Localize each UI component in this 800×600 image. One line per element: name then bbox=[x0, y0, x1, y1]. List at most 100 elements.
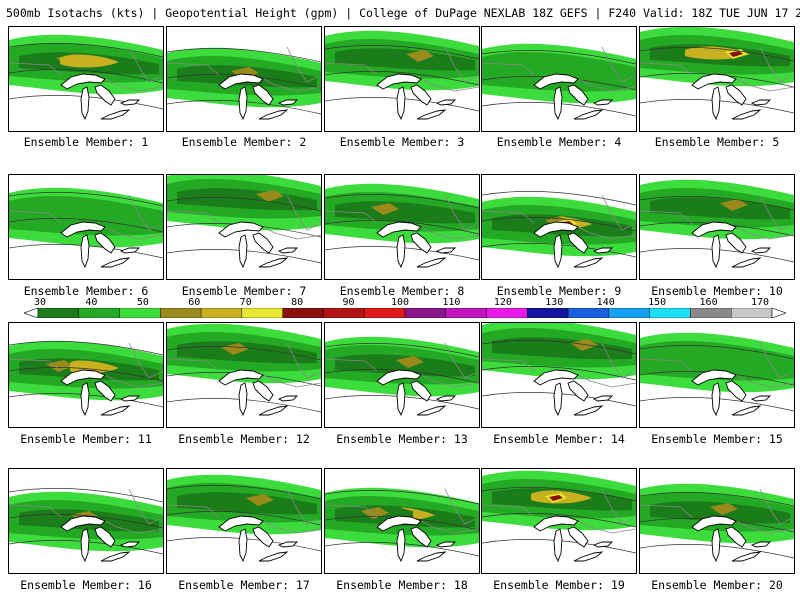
ensemble-map-panel bbox=[166, 26, 322, 132]
isotach-map bbox=[167, 474, 321, 563]
great-lake-outline bbox=[711, 86, 721, 121]
colorbar-segment bbox=[37, 308, 79, 318]
political-border bbox=[601, 488, 633, 525]
ensemble-member-label: Ensemble Member: 10 bbox=[651, 284, 783, 298]
great-lake-outline bbox=[252, 526, 274, 548]
political-border bbox=[759, 46, 791, 83]
colorbar-tick-label: 120 bbox=[493, 297, 512, 308]
height-contour bbox=[167, 197, 321, 212]
isotach-fill bbox=[177, 341, 317, 364]
great-lake-outline bbox=[435, 247, 457, 254]
great-lake-outline bbox=[258, 551, 289, 562]
great-lake-outline bbox=[416, 405, 447, 416]
colorbar-segment bbox=[323, 308, 365, 318]
great-lake-outline bbox=[410, 526, 432, 548]
political-border bbox=[482, 210, 636, 240]
great-lake-outline bbox=[410, 232, 432, 254]
great-lake-outline bbox=[553, 234, 563, 269]
great-lake-outline bbox=[691, 515, 737, 532]
great-lake-outline bbox=[435, 541, 457, 548]
great-lake-outline bbox=[100, 109, 131, 120]
political-border bbox=[640, 62, 794, 92]
great-lake-outline bbox=[218, 515, 264, 532]
colorbar-segment bbox=[486, 308, 528, 318]
height-contour bbox=[167, 346, 321, 361]
ensemble-member-label: Ensemble Member: 19 bbox=[493, 578, 625, 592]
political-border bbox=[286, 488, 318, 525]
isotach-fill bbox=[401, 507, 435, 521]
colorbar-tick-label: 30 bbox=[33, 297, 47, 308]
great-lake-outline bbox=[416, 257, 447, 268]
colorbar-segment bbox=[649, 308, 691, 318]
isotach-map bbox=[325, 336, 479, 417]
height-contour bbox=[325, 220, 479, 235]
great-lake-outline bbox=[592, 395, 614, 402]
colorbar-segment bbox=[608, 308, 650, 318]
great-lake-outline bbox=[750, 99, 772, 106]
political-border bbox=[167, 210, 321, 240]
height-contour bbox=[640, 345, 794, 360]
great-lake-outline bbox=[252, 380, 274, 402]
ensemble-member-label: Ensemble Member: 1 bbox=[23, 135, 149, 149]
political-border bbox=[640, 210, 794, 240]
political-border bbox=[640, 358, 794, 388]
great-lake-outline bbox=[567, 526, 589, 548]
height-contour bbox=[482, 191, 636, 206]
height-contour bbox=[167, 511, 321, 526]
isotach-map bbox=[9, 187, 163, 269]
political-border bbox=[482, 504, 636, 534]
ensemble-member-label: Ensemble Member: 16 bbox=[20, 578, 152, 592]
great-lake-outline bbox=[80, 528, 90, 563]
isotach-fill bbox=[650, 197, 790, 220]
political-border bbox=[9, 358, 163, 388]
political-border bbox=[286, 194, 318, 231]
great-lake-outline bbox=[725, 232, 747, 254]
ensemble-map-panel bbox=[166, 468, 322, 574]
ensemble-map-panel bbox=[639, 468, 795, 574]
ensemble-map-panel bbox=[324, 322, 480, 428]
political-border bbox=[759, 488, 791, 525]
great-lake-outline bbox=[691, 221, 737, 238]
ensemble-member-label: Ensemble Member: 8 bbox=[339, 284, 465, 298]
great-lake-outline bbox=[731, 109, 762, 120]
ensemble-member-label: Ensemble Member: 7 bbox=[181, 284, 307, 298]
isotach-fill bbox=[482, 52, 636, 92]
great-lake-outline bbox=[238, 234, 248, 269]
isotach-fill bbox=[729, 51, 743, 57]
colorbar-segment bbox=[282, 308, 324, 318]
colorbar-tick-label: 40 bbox=[85, 297, 98, 308]
isotach-fill bbox=[570, 339, 598, 351]
great-lake-outline bbox=[416, 551, 447, 562]
great-lake-outline bbox=[252, 232, 274, 254]
great-lake-outline bbox=[277, 541, 299, 548]
colorbar-tick-label: 90 bbox=[342, 297, 355, 308]
great-lake-outline bbox=[731, 257, 762, 268]
political-border bbox=[325, 62, 479, 92]
height-contour bbox=[325, 490, 479, 505]
great-lake-outline bbox=[60, 369, 106, 386]
isotach-fill bbox=[246, 494, 274, 506]
isotach-map bbox=[640, 483, 794, 563]
political-border bbox=[482, 62, 636, 92]
colorbar-segment bbox=[690, 308, 732, 318]
isotach-map bbox=[640, 179, 794, 269]
colorbar-tick-label: 130 bbox=[545, 297, 564, 308]
isotach-map bbox=[167, 323, 321, 417]
ensemble-member-label: Ensemble Member: 3 bbox=[339, 135, 465, 149]
ensemble-map-panel bbox=[324, 26, 480, 132]
ensemble-map-panel bbox=[639, 322, 795, 428]
ensemble-map-panel bbox=[166, 322, 322, 428]
ensemble-member-label: Ensemble Member: 2 bbox=[181, 135, 307, 149]
ensemble-map-panel bbox=[481, 322, 637, 428]
great-lake-outline bbox=[553, 86, 563, 121]
great-lake-outline bbox=[277, 247, 299, 254]
great-lake-outline bbox=[725, 84, 747, 106]
height-contour bbox=[325, 45, 479, 60]
colorbar-tick-label: 80 bbox=[291, 297, 304, 308]
colorbar-segment bbox=[200, 308, 243, 318]
isotach-map bbox=[482, 470, 636, 563]
ensemble-member-label: Ensemble Member: 6 bbox=[23, 284, 149, 298]
colorbar-segment bbox=[119, 308, 161, 318]
great-lake-outline bbox=[238, 86, 248, 121]
great-lake-outline bbox=[691, 369, 737, 386]
